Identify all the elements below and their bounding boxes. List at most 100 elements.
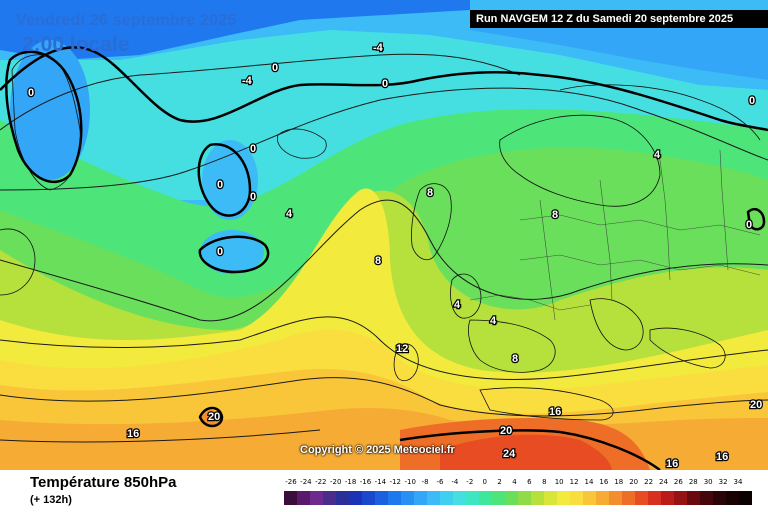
legend-tick: 34 [733,478,743,486]
legend-tick-labels: -26 -24 -22 -20 -18 -16 -14 -12 -10 -8 -6 -4 -2 0 2 4 6 8… [284,478,752,490]
legend-tick: 20 [629,478,639,486]
legend-color-scale [284,491,752,505]
isotherm-lines [0,53,768,443]
legend-swatch [544,491,557,505]
legend-tick: 6 [527,478,532,486]
legend-tick: -26 [285,478,297,486]
band-red [440,434,612,470]
isotherm-label: 0 [217,179,223,191]
legend-swatch [284,491,297,505]
isotherm-label: 0 [749,95,755,107]
legend-swatch [726,491,739,505]
model-run-banner: Run NAVGEM 12 Z du Samedi 20 septembre 2… [470,10,768,28]
isotherm-label: 0 [217,246,223,258]
legend-swatch [505,491,518,505]
isotherm-label-group: -4 -4 0 0 0 0 0 0 0 0 0 4 4 4 4 8 8 8 8 … [27,41,764,470]
isotherm-label: 20 [208,411,220,423]
isotherm-label: 0 [272,62,278,74]
legend-swatch [583,491,596,505]
twenty-isotherm [399,429,661,470]
isotherm-label: -4 [373,42,384,54]
isotherm-label: -4 [242,75,253,87]
isotherm-label: 8 [512,353,518,365]
cold-pool-greenland [10,40,90,180]
legend-tick: 18 [614,478,624,486]
forecast-local-time: 2:00 locale [22,33,130,56]
legend-swatch [297,491,310,505]
legend-swatch [648,491,661,505]
legend-tick: -16 [359,478,372,486]
isotherm-label: 16 [127,428,139,440]
borders [469,149,761,321]
legend-tick: 10 [554,478,564,486]
isotherm-label: 12 [396,343,408,355]
legend-swatch [310,491,323,505]
isotherm-label: 24 [503,448,516,460]
legend-swatch [362,491,375,505]
isotherm-label: 4 [654,149,661,161]
legend-tick: 12 [569,478,579,486]
isotherm-label: 16 [666,458,678,470]
legend-swatch [674,491,687,505]
legend-swatch [609,491,622,505]
isotherm-label: 0 [250,191,256,203]
isotherm-label: 20 [500,425,512,437]
legend-swatch [349,491,362,505]
isotherm-label: 0 [28,87,34,99]
legend-tick: 16 [599,478,609,486]
legend-swatch [700,491,713,505]
legend-tick: -8 [421,478,429,486]
legend-swatch [622,491,635,505]
isotherm-label: 8 [427,187,433,199]
isotherm-label: 4 [454,299,461,311]
legend-tick: 4 [512,478,517,486]
isotherm-label: 20 [750,399,762,411]
legend-swatch [661,491,674,505]
legend-tick: -20 [329,478,342,486]
legend-swatch [687,491,700,505]
isotherm-label: 4 [286,208,293,220]
legend-tick: 24 [659,478,668,486]
legend-tick: -12 [389,478,402,486]
legend-swatch [336,491,349,505]
legend-swatch [427,491,440,505]
legend-tick: -24 [300,478,312,486]
legend-swatch [713,491,726,505]
legend-swatch [375,491,388,505]
isotherm-label: 16 [716,451,728,463]
legend-swatch [531,491,544,505]
legend-swatch [557,491,570,505]
isotherm-label: 16 [549,406,561,418]
temperature-map: -4 -4 0 0 0 0 0 0 0 0 0 4 4 4 4 8 8 8 8 … [0,0,768,470]
legend-tick: 26 [673,478,683,486]
legend-swatch [414,491,427,505]
legend-swatch [323,491,336,505]
legend-tick: -22 [315,478,327,486]
legend-swatch [453,491,466,505]
isotherm-label: 0 [382,78,388,90]
legend-swatch [401,491,414,505]
legend-swatch [596,491,609,505]
legend-tick: -18 [344,478,357,486]
legend-swatch [635,491,648,505]
legend-tick: -2 [466,478,474,486]
legend-swatch [518,491,531,505]
legend-tick: -6 [436,478,444,486]
legend-tick: 8 [542,478,547,486]
legend-tick: 22 [644,478,654,486]
legend-tick: 0 [482,478,487,486]
legend-swatch [739,491,752,505]
band-deep-cold [0,0,470,60]
isotherm-label: 8 [552,209,558,221]
legend-tick: 28 [688,478,698,486]
parameter-title: Température 850hPa [30,474,177,491]
legend-swatch [570,491,583,505]
legend-swatch [466,491,479,505]
legend-swatch [492,491,505,505]
legend-tick: 30 [703,478,713,486]
warm-spot-azores [200,410,220,426]
legend-swatch [479,491,492,505]
isotherm-label: 0 [746,219,752,231]
isotherm-label: 0 [250,143,256,155]
coastlines [0,54,761,421]
